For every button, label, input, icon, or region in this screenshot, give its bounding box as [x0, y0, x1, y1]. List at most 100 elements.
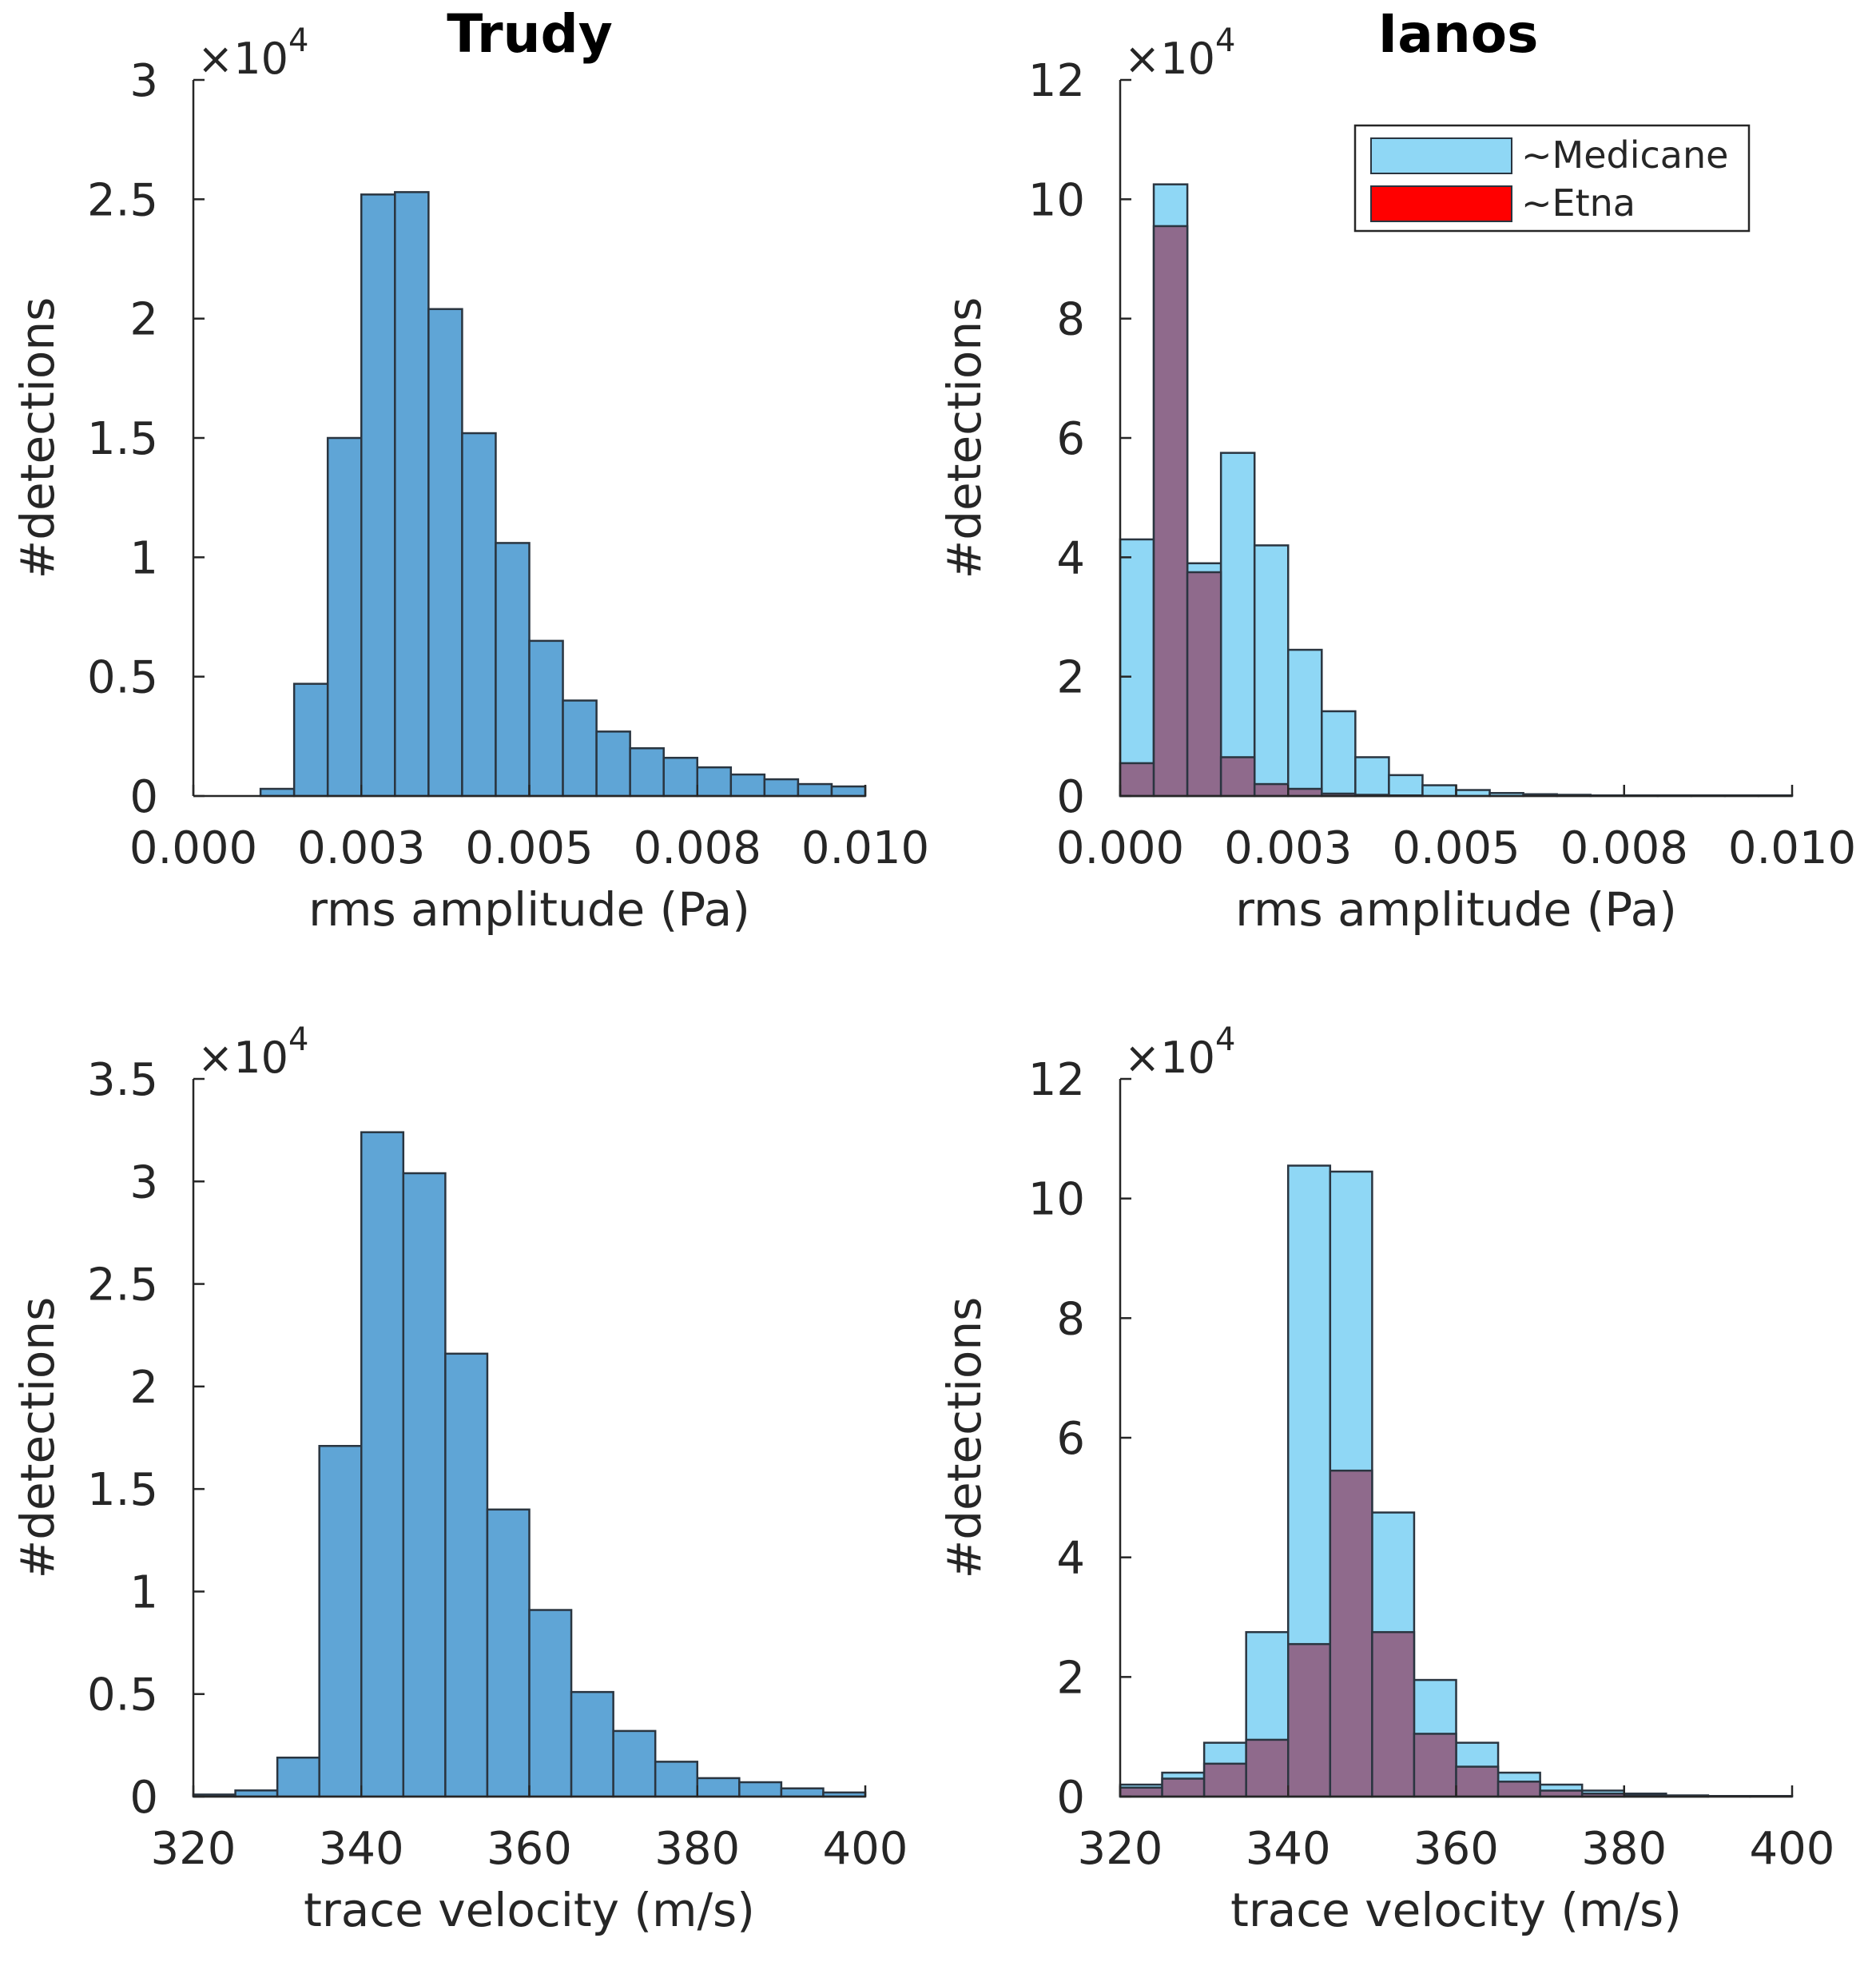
- y-tick-label-ianos-velocity-2: 4: [1056, 1533, 1085, 1585]
- x-tick-label-trudy-velocity-4: 400: [823, 1823, 908, 1875]
- bar-trudy-rms-s0-b7: [495, 542, 531, 798]
- exponent-base-ianos-velocity: ×10: [1124, 1033, 1215, 1083]
- exponent-power-ianos-rms: 4: [1215, 22, 1235, 59]
- exponent-label-ianos-velocity: ×104: [1124, 1021, 1235, 1083]
- bar-trudy-rms-s0-b6: [461, 432, 497, 798]
- bar-trudy-rms-s0-b1: [292, 683, 329, 798]
- y-axis-label-ianos-velocity: #detections: [937, 1297, 992, 1579]
- legend-label-0: ~Medicane: [1521, 133, 1728, 177]
- y-tick-label-ianos-velocity-4: 8: [1056, 1293, 1085, 1345]
- bar-trudy-rms-s0-b4: [394, 191, 430, 798]
- x-tick-label-trudy-rms-2: 0.005: [465, 822, 593, 874]
- y-tick-label-trudy-velocity-5: 2.5: [87, 1260, 158, 1311]
- x-tick-label-trudy-rms-1: 0.003: [297, 822, 425, 874]
- exponent-label-trudy-rms: ×104: [197, 22, 308, 84]
- exponent-label-ianos-rms: ×104: [1124, 22, 1235, 84]
- exponent-power-trudy-velocity: 4: [288, 1021, 308, 1058]
- bar-trudy-rms-s0-b5: [427, 308, 463, 798]
- x-axis-label-ianos-velocity: trace velocity (m/s): [1230, 1883, 1682, 1937]
- y-tick-label-trudy-velocity-6: 3: [129, 1156, 158, 1208]
- title-ianos: Ianos: [1378, 3, 1539, 65]
- bar-ianos-velocity-s1-b1: [1161, 1777, 1206, 1798]
- bar-ianos-rms-s0-b6: [1321, 710, 1357, 798]
- bar-trudy-velocity-s0-b6: [444, 1352, 489, 1798]
- x-tick-label-trudy-velocity-3: 380: [654, 1823, 740, 1875]
- bar-ianos-rms-s0-b5: [1287, 648, 1323, 798]
- legend-swatch-0: [1370, 137, 1512, 174]
- x-tick-label-ianos-velocity-4: 400: [1750, 1823, 1835, 1875]
- x-tick-label-trudy-velocity-1: 340: [319, 1823, 404, 1875]
- bar-ianos-rms-s1-b1: [1152, 225, 1189, 798]
- x-tick-label-trudy-rms-4: 0.010: [801, 822, 929, 874]
- y-tick-label-ianos-velocity-6: 12: [1028, 1054, 1085, 1106]
- y-tick-label-trudy-rms-0: 0: [129, 771, 158, 823]
- y-tick-label-trudy-velocity-1: 0.5: [87, 1670, 158, 1721]
- y-tick-label-trudy-rms-2: 1: [129, 532, 158, 584]
- x-tick-label-ianos-velocity-2: 360: [1413, 1823, 1499, 1875]
- y-axis-label-trudy-velocity: #detections: [10, 1297, 65, 1579]
- y-tick-label-trudy-velocity-2: 1: [129, 1566, 158, 1618]
- bar-trudy-rms-s0-b0: [259, 787, 296, 798]
- x-axis-label-trudy-velocity: trace velocity (m/s): [304, 1883, 755, 1937]
- y-tick-label-ianos-velocity-5: 10: [1028, 1174, 1085, 1226]
- bar-trudy-rms-s0-b14: [729, 773, 766, 798]
- title-trudy: Trudy: [447, 3, 613, 65]
- legend-ianos-rms: ~Medicane~Etna: [1353, 124, 1751, 233]
- bar-trudy-velocity-s0-b2: [276, 1757, 320, 1798]
- bar-ianos-rms-s0-b3: [1219, 452, 1256, 798]
- bar-trudy-velocity-s0-b13: [738, 1781, 783, 1798]
- bar-ianos-velocity-s1-b9: [1496, 1781, 1541, 1798]
- legend-label-1: ~Etna: [1521, 181, 1636, 225]
- y-axis-label-trudy-rms: #detections: [10, 297, 65, 579]
- legend-swatch-1: [1370, 185, 1512, 222]
- bar-ianos-rms-s1-b2: [1186, 571, 1222, 798]
- exponent-base-ianos-rms: ×10: [1124, 34, 1215, 84]
- y-tick-label-ianos-rms-4: 8: [1056, 294, 1085, 346]
- bar-trudy-velocity-s0-b8: [528, 1609, 573, 1798]
- y-tick-label-trudy-velocity-3: 1.5: [87, 1464, 158, 1516]
- bar-trudy-velocity-s0-b4: [360, 1131, 405, 1798]
- bar-ianos-velocity-s1-b5: [1329, 1469, 1373, 1798]
- y-tick-label-trudy-rms-4: 2: [129, 294, 158, 346]
- x-tick-label-ianos-velocity-3: 380: [1581, 1823, 1667, 1875]
- bar-ianos-rms-s1-b4: [1253, 782, 1290, 798]
- chart-ianos-velocity: 0 2 4 6 8 10 12 320 340 360 380 400 trace velocity (…: [937, 1021, 1834, 1937]
- bar-ianos-rms-s0-b4: [1253, 544, 1290, 798]
- x-tick-label-ianos-rms-0: 0.000: [1056, 822, 1184, 874]
- y-tick-label-trudy-rms-6: 3: [129, 55, 158, 107]
- bar-ianos-velocity-s1-b4: [1287, 1642, 1332, 1798]
- exponent-power-trudy-rms: 4: [288, 22, 308, 59]
- y-tick-label-trudy-rms-5: 2.5: [87, 174, 158, 226]
- y-tick-label-ianos-rms-0: 0: [1056, 771, 1085, 823]
- exponent-base-trudy-rms: ×10: [197, 34, 288, 84]
- chart-trudy-rms: 0 0.5 1 1.5 2 2.5 3 0.000 0.003 0.005 0.008 0.010 rm…: [10, 22, 929, 937]
- bar-ianos-velocity-s1-b2: [1202, 1762, 1247, 1798]
- bar-trudy-velocity-s0-b3: [318, 1445, 363, 1798]
- y-tick-label-trudy-rms-3: 1.5: [87, 413, 158, 465]
- bar-trudy-rms-s0-b10: [595, 730, 631, 798]
- x-tick-label-ianos-rms-2: 0.005: [1392, 822, 1520, 874]
- bar-trudy-velocity-s0-b14: [780, 1787, 825, 1798]
- y-tick-label-ianos-rms-6: 12: [1028, 55, 1085, 107]
- chart-trudy-velocity: 0 0.5 1 1.5 2 2.5 3 3.5 320 340 360 380 400 trace vel…: [10, 1021, 908, 1937]
- y-tick-label-trudy-velocity-4: 2: [129, 1362, 158, 1414]
- x-tick-label-ianos-velocity-0: 320: [1078, 1823, 1163, 1875]
- bar-trudy-velocity-s0-b7: [486, 1508, 531, 1798]
- bar-trudy-rms-s0-b9: [562, 699, 598, 798]
- x-tick-label-trudy-velocity-0: 320: [151, 1823, 236, 1875]
- y-tick-label-trudy-rms-1: 0.5: [87, 652, 158, 704]
- bar-ianos-velocity-s1-b3: [1245, 1738, 1290, 1798]
- chart-ianos-rms: 0 2 4 6 8 10 12 0.000 0.003 0.005 0.008 0.010 rms am…: [937, 22, 1856, 937]
- bar-trudy-rms-s0-b2: [326, 436, 363, 798]
- bar-trudy-rms-s0-b17: [830, 785, 867, 798]
- exponent-base-trudy-velocity: ×10: [197, 1033, 288, 1083]
- x-tick-label-ianos-rms-3: 0.008: [1560, 822, 1688, 874]
- bar-ianos-velocity-s1-b6: [1371, 1630, 1416, 1798]
- y-tick-label-ianos-rms-1: 2: [1056, 652, 1085, 704]
- bar-ianos-rms-s1-b5: [1287, 787, 1323, 798]
- x-tick-label-ianos-rms-1: 0.003: [1224, 822, 1352, 874]
- bar-trudy-velocity-s0-b10: [612, 1729, 657, 1798]
- x-tick-label-trudy-rms-0: 0.000: [129, 822, 257, 874]
